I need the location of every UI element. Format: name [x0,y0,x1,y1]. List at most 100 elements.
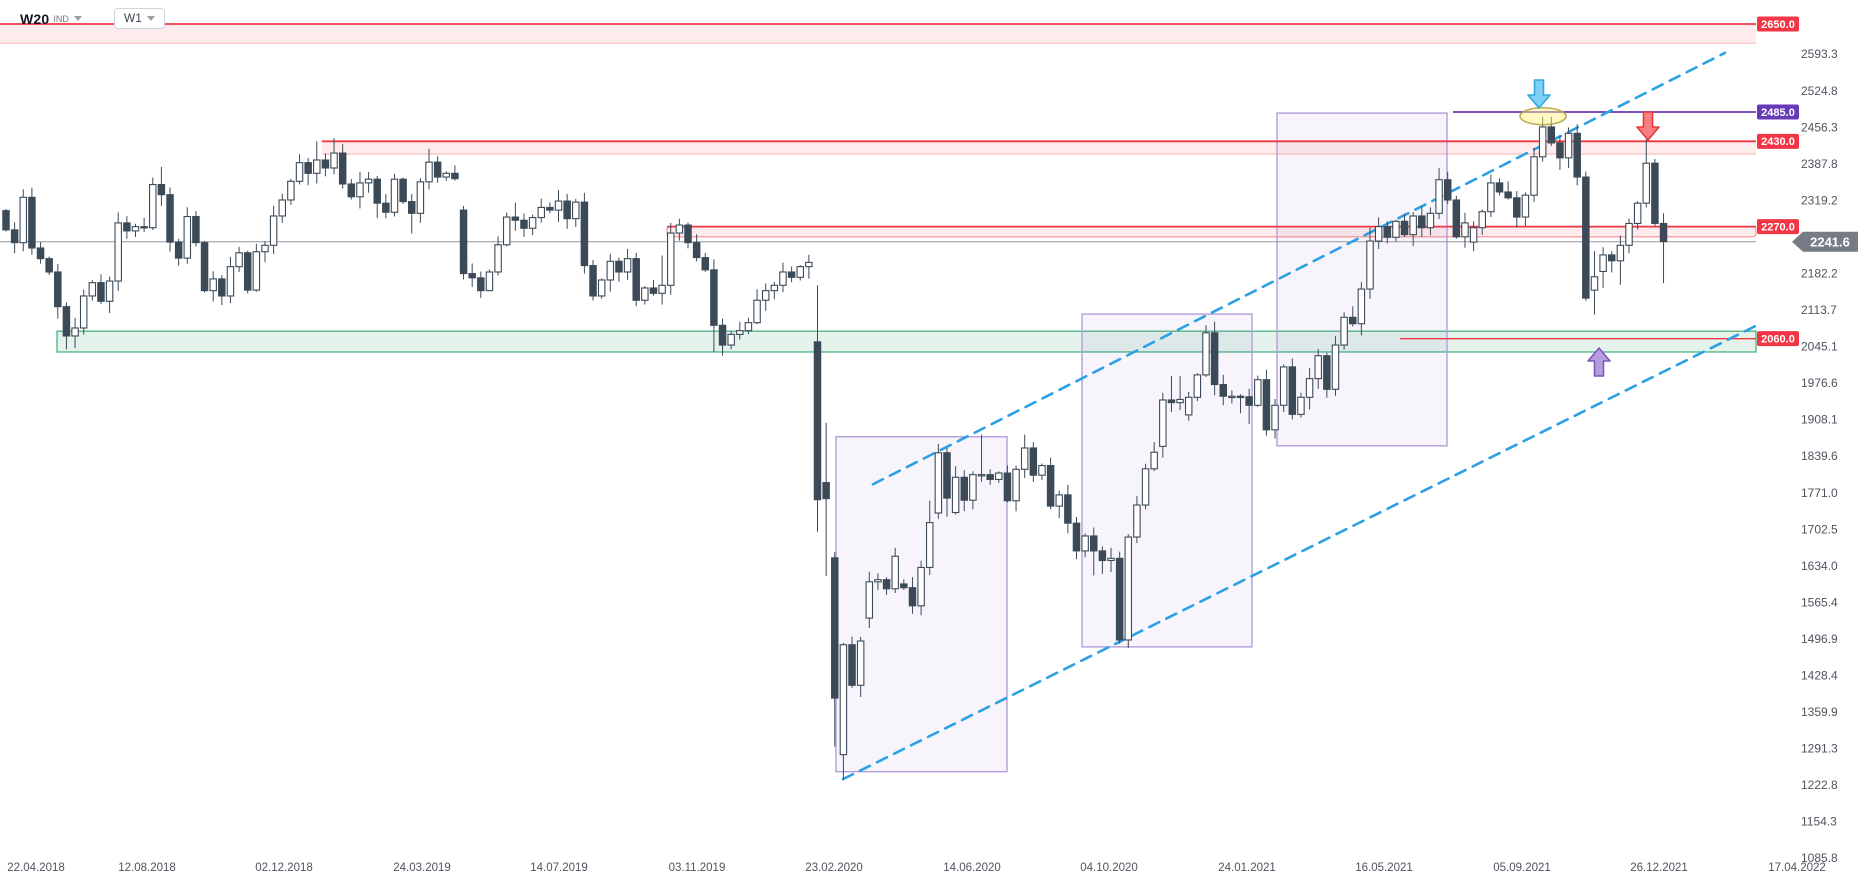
time-axis-label: 12.08.2018 [118,862,176,874]
candle [1590,251,1599,315]
trendlines[interactable] [841,51,1760,781]
price-tag-2650.0[interactable]: 2650.0 [1757,16,1799,32]
candle [572,198,580,227]
candle [1064,484,1072,534]
candle [623,248,632,280]
annotations[interactable] [1519,79,1660,377]
candle [908,577,917,614]
support-zone-2060[interactable] [56,330,1757,353]
price-axis-label: 1634.0 [1801,559,1838,573]
candle [477,271,485,298]
time-axis-label: 17.04.2022 [1768,862,1826,874]
price-axis-label: 1291.3 [1801,742,1838,756]
candle [1435,167,1443,220]
candle [1323,352,1331,398]
price-axis-label: 2387.8 [1801,157,1838,171]
candle [1469,221,1478,252]
candle [1633,201,1642,230]
zone-2650.0 [0,23,1756,44]
candle [243,250,252,294]
candle [563,193,571,229]
candle [684,222,692,249]
candle [934,443,943,519]
trendline-upper-channel[interactable] [871,51,1727,486]
price-lines[interactable] [0,23,1756,340]
blue-down-arrow-icon[interactable] [1527,79,1551,109]
candle [1305,368,1314,410]
candle [753,289,761,325]
candle [10,222,19,254]
symbol-name[interactable]: W20 [20,10,50,27]
candle [727,331,735,350]
candle [1046,457,1055,510]
candle [166,187,174,252]
candle [900,579,908,591]
price-tag-2430.0[interactable]: 2430.0 [1757,133,1799,149]
candle [209,271,217,302]
highlight-ellipse[interactable] [1519,106,1567,126]
candle [580,192,589,274]
level-zones [0,23,1757,353]
price-tag-2485.0[interactable]: 2485.0 [1757,104,1799,120]
pattern-boxes[interactable] [835,112,1448,773]
zone-2270.0 [666,225,1757,238]
candle [1271,399,1279,439]
candle [951,466,960,515]
candle [1513,191,1521,228]
candle [1366,227,1374,299]
candle [1556,135,1564,170]
candle [88,280,97,301]
candle [1409,212,1417,246]
candle [1141,463,1150,510]
candle [744,317,753,335]
purple-up-arrow-icon[interactable] [1587,347,1611,377]
price-axis[interactable]: 2593.3 2524.8 2456.3 2387.8 2319.2 2182.2 2113… [1801,47,1838,865]
candle [675,218,684,241]
price-tag-2060.0[interactable]: 2060.0 [1757,331,1799,347]
candle [140,217,148,232]
time-axis[interactable]: 22.04.2018 12.08.2018 02.12.2018 24.03.2019… [7,862,1826,874]
candle [1348,306,1357,327]
candle [1374,217,1383,249]
candle [313,141,321,184]
candle [1012,465,1020,512]
candle [1357,281,1366,336]
candle [1331,336,1340,396]
pattern-box-3[interactable] [1276,112,1448,447]
price-axis-label: 1976.6 [1801,376,1838,390]
candle [356,171,364,209]
candle [865,571,874,628]
price-tag-2270.0[interactable]: 2270.0 [1757,219,1799,235]
timeframe-selector[interactable]: W1 [113,8,165,29]
candle [1107,547,1115,573]
candle [1072,516,1081,560]
candle [1245,388,1253,424]
candle [658,255,666,305]
candle [839,642,848,780]
candle [338,144,347,189]
price-axis-label: 2593.3 [1801,47,1838,61]
candle [36,242,45,264]
price-tags[interactable]: 2650.0 2485.0 2430.0 2270.0 2060.0 2241.6 [1757,16,1858,347]
price-axis-label: 1771.0 [1801,486,1838,500]
red-down-arrow-icon[interactable] [1636,111,1660,141]
candle [1003,465,1012,503]
candle [1202,325,1210,377]
candle [1651,159,1659,226]
candle [891,547,899,593]
price-axis-label: 2045.1 [1801,340,1838,354]
candle [1495,178,1504,196]
candle [1288,358,1297,420]
candle [114,212,122,291]
candle [1167,375,1176,413]
trendline-lower-channel[interactable] [841,323,1760,781]
symbol-dropdown-caret-icon[interactable] [73,16,82,21]
pattern-box-2[interactable] [1081,313,1253,648]
candle [304,158,312,186]
candle [1279,364,1288,413]
candle [278,193,287,223]
candle [1038,463,1046,481]
candle [261,241,269,263]
candle [62,302,71,350]
